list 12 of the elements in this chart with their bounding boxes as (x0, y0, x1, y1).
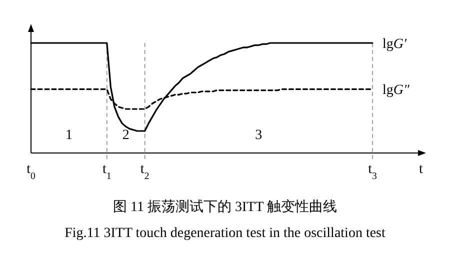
series-label: lgG′ (382, 37, 408, 52)
text: Fig.11 3ITT touch degeneration test in the oscillation test (64, 226, 386, 241)
annotation: 3 (255, 128, 262, 143)
text: 图 11 振荡测试下的 3ITT 触变性曲线 (113, 199, 337, 215)
series-label: lgG″ (382, 83, 410, 98)
x-tick-label: t$_{1}$ (102, 162, 112, 182)
annotation: 1 (65, 128, 72, 143)
x-tick-label: t$_{0}$ (26, 162, 36, 182)
x-tick-label: t$_{3}$ (368, 162, 377, 182)
annotation: 2 (122, 128, 130, 143)
x-axis-title: t (419, 162, 424, 177)
x-tick-label: t$_{2}$ (140, 162, 150, 182)
